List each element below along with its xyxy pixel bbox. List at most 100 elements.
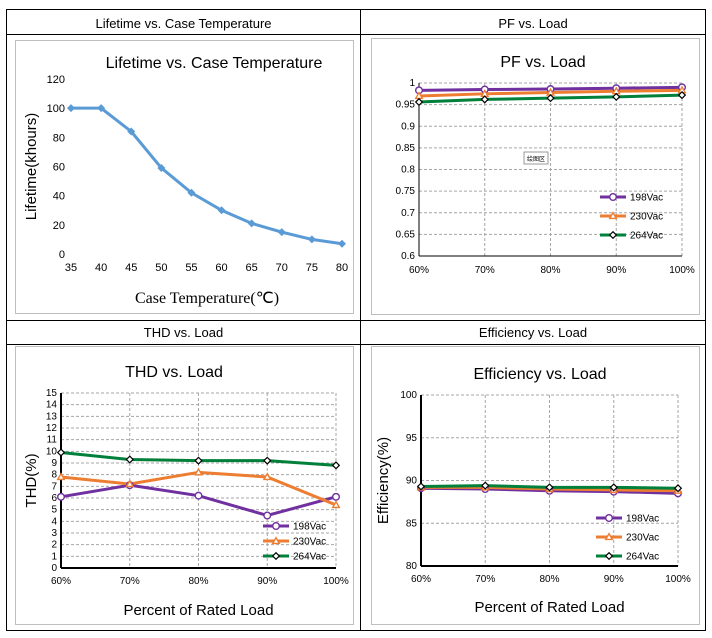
panel-pf: PF vs. Load 0.6 0.65 0.7 0.75 0.8 0.85 0.9 0.95 1… [371, 38, 700, 315]
data-point-lifetime [277, 228, 286, 237]
y-tick-label: 0.6 [401, 251, 415, 262]
y-tick-label: 90 [406, 476, 418, 487]
y-tick-label: 0.75 [396, 186, 416, 197]
panel-lifetime: Lifetime vs. Case Temperature 0 20 40 60 80 10… [15, 40, 354, 314]
y-axis-label: Lifetime(khours) [23, 113, 40, 221]
y-tick-label: 13 [46, 411, 58, 422]
y-tick-label: 10 [46, 446, 58, 457]
data-point-230Vac [125, 479, 135, 488]
y-tick-label: 95 [406, 433, 418, 444]
legend-label: 230Vac [293, 537, 326, 548]
y-tick-label: 15 [46, 388, 58, 399]
data-point-264Vac [125, 455, 134, 464]
legend-label: 198Vac [293, 522, 326, 533]
y-tick-label: 0.8 [401, 165, 415, 176]
legend-marker [271, 536, 281, 545]
plot-area-tag [523, 151, 549, 165]
y-tick-label: 6 [51, 493, 57, 504]
x-tick-label: 50 [155, 262, 167, 274]
y-tick-label: 1 [409, 78, 415, 89]
data-point-264Vac [480, 95, 489, 104]
y-tick-label: 0.95 [396, 100, 416, 111]
x-tick-label: 45 [125, 262, 137, 274]
frame-row-divider [6, 320, 706, 321]
frame-bottom [6, 630, 706, 631]
y-tick-label: 0.9 [401, 121, 415, 132]
data-point-lifetime [217, 206, 226, 215]
x-tick-label: 100% [323, 576, 349, 587]
data-point-lifetime [247, 219, 256, 228]
panel-thd: THD vs. Load 0 1 2 3 4 5 6 7 8 9 10 11 12 13 14 15 60% 70%… [15, 346, 354, 625]
y-tick-label: 60 [53, 162, 65, 174]
data-point-lifetime [338, 239, 346, 248]
data-point-lifetime [97, 104, 106, 113]
panel-eff: Efficiency vs. Load 80 85 90 95 100 60% 70% 80% 9… [371, 346, 700, 625]
x-tick-label: 90% [604, 574, 624, 585]
x-tick-label: 60% [411, 574, 431, 585]
chart-title: Efficiency vs. Load [473, 366, 606, 383]
x-tick-label: 80% [188, 576, 208, 587]
legend-label: 264Vac [293, 552, 326, 563]
y-tick-label: 0.65 [396, 229, 416, 240]
y-tick-label: 14 [46, 400, 58, 411]
chart-title: PF vs. Load [500, 54, 585, 71]
legend-label: 198Vac [626, 514, 659, 525]
frame-header-line-1 [6, 34, 706, 35]
data-point-198Vac [57, 492, 66, 501]
x-tick-label: 90% [257, 576, 277, 587]
y-tick-label: 40 [53, 191, 65, 203]
legend-marker [608, 211, 618, 220]
data-point-264Vac [414, 97, 424, 107]
data-point-264Vac [481, 481, 490, 490]
data-point-198Vac [263, 511, 272, 520]
x-tick-label: 60% [409, 265, 429, 276]
y-tick-label: 7 [51, 481, 57, 492]
y-tick-label: 5 [51, 505, 57, 516]
y-tick-label: 0 [51, 563, 57, 574]
x-tick-label: 100% [665, 574, 691, 585]
header-eff: Efficiency vs. Load [478, 325, 588, 340]
x-tick-label: 80% [540, 265, 560, 276]
legend-marker [608, 192, 617, 201]
legend-marker [272, 521, 281, 530]
x-tick-label: 40 [95, 262, 107, 274]
data-point-230Vac [193, 467, 204, 476]
y-tick-label: 0.7 [401, 208, 415, 219]
y-tick-label: 0.85 [396, 143, 416, 154]
y-tick-label: 0 [59, 249, 65, 261]
y-tick-label: 80 [53, 132, 65, 144]
y-tick-label: 8 [51, 470, 57, 481]
x-tick-label: 100% [669, 265, 695, 276]
y-tick-label: 4 [51, 516, 57, 527]
data-point-lifetime [307, 235, 316, 244]
legend-marker [604, 513, 613, 522]
x-tick-label: 90% [606, 265, 626, 276]
data-point-lifetime [67, 104, 75, 113]
x-tick-label: 55 [185, 262, 197, 274]
x-tick-label: 70% [475, 574, 495, 585]
lifetime-chart: Lifetime vs. Case Temperature 0 20 40 60 80 10… [23, 55, 348, 307]
data-point-lifetime [157, 163, 166, 172]
x-tick-label: 70 [276, 262, 288, 274]
y-tick-label: 11 [47, 435, 58, 446]
x-tick-label: 75 [306, 262, 318, 274]
legend-marker [608, 230, 618, 240]
legend-marker [604, 551, 614, 561]
data-point-lifetime [187, 188, 196, 197]
header-thd: THD vs. Load [143, 325, 224, 340]
y-tick-label: 20 [53, 220, 65, 232]
y-tick-label: 80 [406, 561, 418, 572]
data-point-230Vac [56, 472, 66, 481]
y-axis-label: THD(%) [23, 453, 40, 507]
x-tick-label: 35 [65, 262, 77, 274]
frame-header-line-2 [6, 344, 706, 345]
data-point-264Vac [194, 456, 203, 465]
x-axis-label: Percent of Rated Load [123, 602, 273, 619]
x-tick-label: 60% [51, 576, 71, 587]
data-point-264Vac [331, 461, 341, 470]
x-tick-label: 65 [246, 262, 258, 274]
chart-title: THD vs. Load [125, 364, 223, 381]
y-tick-label: 100 [400, 390, 417, 401]
x-axis-label: Case Temperature(℃) [135, 290, 279, 307]
